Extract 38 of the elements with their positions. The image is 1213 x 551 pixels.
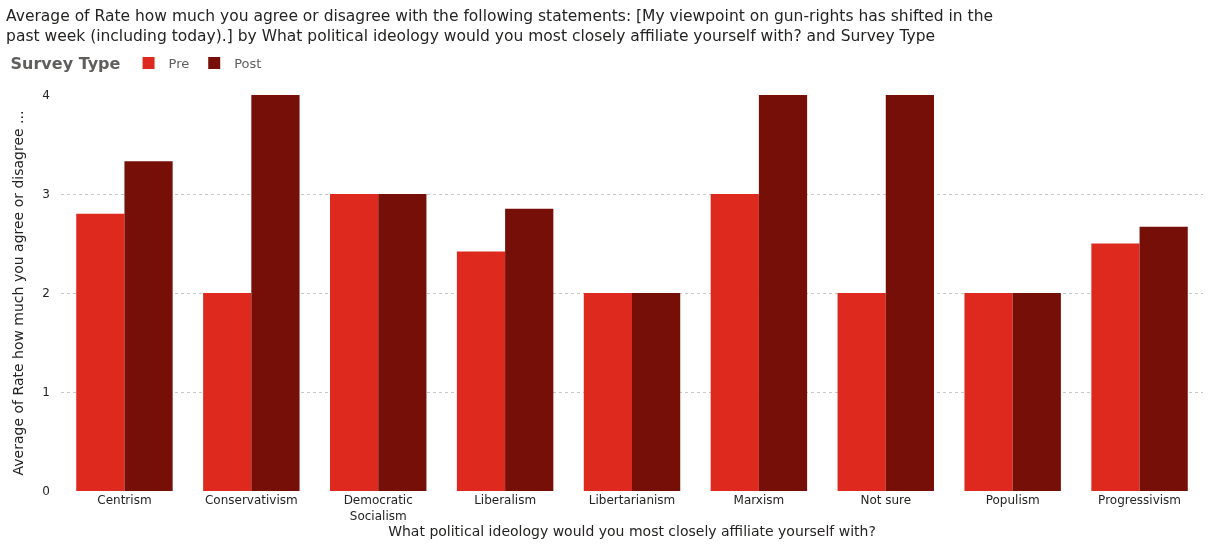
x-tick-label: Libertarianism [588,493,676,507]
x-tick-label: Conservativism [204,493,298,507]
bar [76,213,125,491]
x-tick-label: Not sure [860,493,912,507]
bar [203,293,252,491]
bar [1012,293,1061,491]
y-tick-label: 2 [42,286,50,301]
y-tick-label: 3 [42,187,50,202]
y-tick-label: 0 [42,484,50,499]
bar [583,293,632,491]
legend-label: Pre [168,56,190,72]
bar [330,194,379,491]
bar [710,194,759,491]
bar [885,95,934,491]
y-tick-label: 4 [42,88,50,103]
bar [1139,226,1188,491]
bar [758,95,808,491]
bar [505,208,554,491]
legend-title: Survey Type [10,53,121,73]
y-tick-label: 1 [42,385,50,400]
bar [378,194,427,491]
bar [964,293,1013,491]
legend-label: Post [234,56,262,72]
bar [456,251,506,491]
bar [124,161,173,491]
x-tick-label: Centrism [97,493,152,507]
chart-title: Average of Rate how much you agree or disagree with the following statements: [My viewpoint on gun-rights has shifted in the past week (including today).] by What political ideology would you most closely affiliate yourself with? and Survey Type [6,6,994,46]
bar [837,293,886,491]
x-tick-label: Marxism [733,493,785,507]
x-tick-label: Populism [985,493,1040,507]
bar [1091,243,1140,491]
bar [251,95,300,491]
x-tick-label: Democratic Socialism [343,493,413,523]
x-axis-title: What political ideology would you most closely affiliate yourself with? [388,522,876,539]
x-tick-label: Liberalism [474,493,537,507]
x-tick-label: Progressivism [1098,493,1182,507]
bar [632,293,681,491]
y-axis-title: Average of Rate how much you agree or disagree ... [9,110,26,476]
